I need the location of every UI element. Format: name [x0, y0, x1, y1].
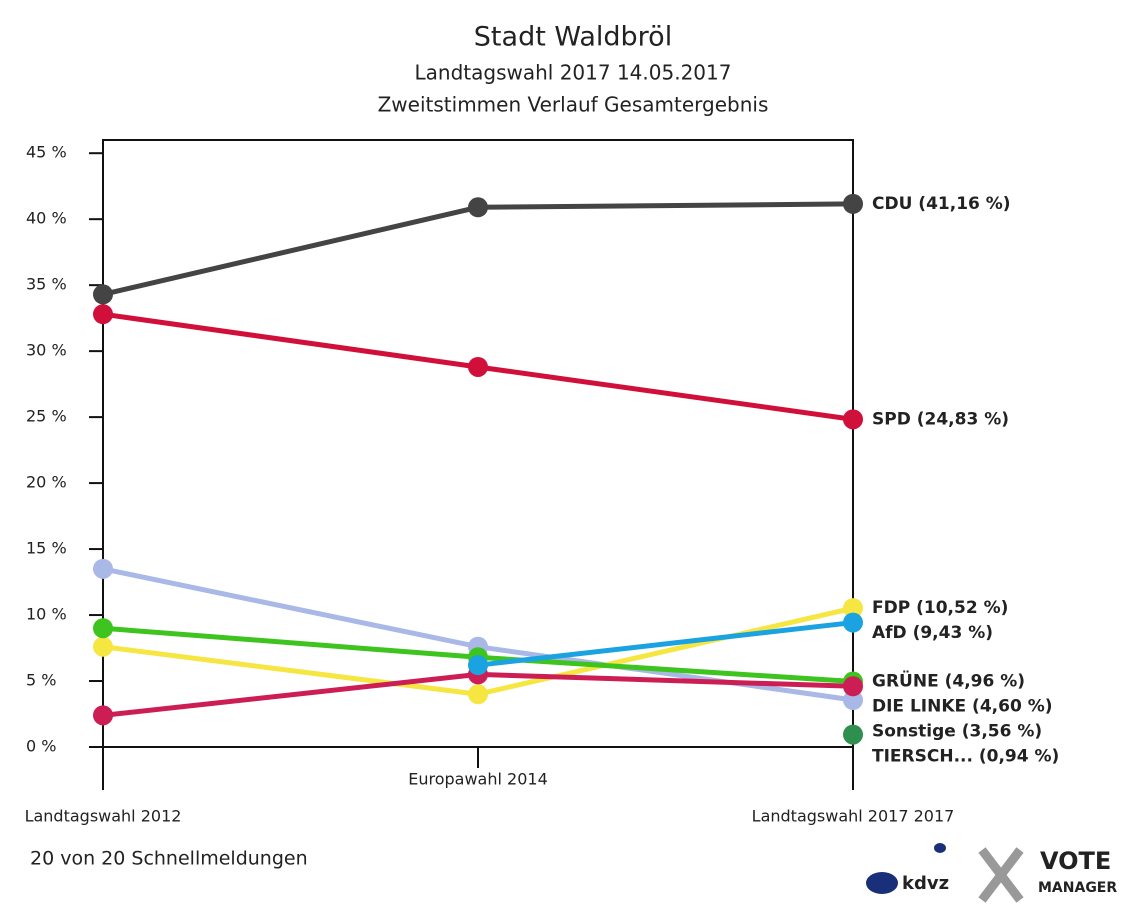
end-label: DIE LINKE (4,60 %) [872, 697, 1053, 717]
logo-text: VOTE [1040, 847, 1111, 875]
logo-text: kdvz [902, 873, 949, 894]
data-point [843, 612, 863, 633]
end-label: AfD (9,43 %) [872, 623, 993, 643]
data-point [468, 655, 488, 676]
data-point [468, 197, 488, 218]
chart-subtitle: Zweitstimmen Verlauf Gesamtergebnis [378, 93, 769, 117]
data-point [93, 304, 113, 325]
end-label: Sonstige (3,56 %) [872, 722, 1042, 742]
x-tick-label: Europawahl 2014 [408, 770, 548, 789]
x-tick-label: Landtagswahl 2017 2017 [752, 807, 955, 826]
y-tick-label: 15 % [26, 539, 67, 558]
y-tick-label: 35 % [26, 275, 67, 294]
data-point [843, 409, 863, 430]
end-label: SPD (24,83 %) [872, 409, 1009, 429]
data-point [843, 690, 863, 711]
y-tick-label: 5 % [26, 671, 56, 690]
data-point [468, 684, 488, 705]
y-tick-label: 0 % [26, 737, 56, 756]
data-point [843, 724, 863, 745]
y-tick-label: 25 % [26, 407, 67, 426]
logo-icon [934, 843, 946, 853]
chart-title: Stadt Waldbröl [474, 22, 672, 53]
y-tick-label: 40 % [26, 209, 67, 228]
data-point [93, 705, 113, 726]
data-point [843, 193, 863, 214]
y-tick-label: 20 % [26, 473, 67, 492]
data-point [93, 618, 113, 639]
footer: 20 von 20 Schnellmeldungen [30, 848, 308, 870]
y-tick-label: 10 % [26, 605, 67, 624]
end-label: TIERSCH... (0,94 %) [872, 747, 1059, 767]
series-line [477, 620, 854, 668]
logo-text: MANAGER [1038, 880, 1117, 896]
logo-icon [978, 847, 1024, 903]
data-point [468, 356, 488, 377]
data-point [93, 636, 113, 657]
data-point [843, 676, 863, 697]
logo-icon [866, 872, 898, 894]
data-point [93, 284, 113, 305]
y-tick-label: 45 % [26, 143, 67, 162]
end-label: FDP (10,52 %) [872, 598, 1008, 618]
y-tick-label: 30 % [26, 341, 67, 360]
data-point [93, 558, 113, 579]
chart-subtitle: Landtagswahl 2017 14.05.2017 [415, 61, 732, 85]
x-tick-label: Landtagswahl 2012 [25, 807, 182, 826]
end-label: CDU (41,16 %) [872, 194, 1011, 214]
series-line [102, 201, 854, 297]
data-point [843, 598, 863, 619]
end-label: GRÜNE (4,96 %) [872, 670, 1025, 692]
